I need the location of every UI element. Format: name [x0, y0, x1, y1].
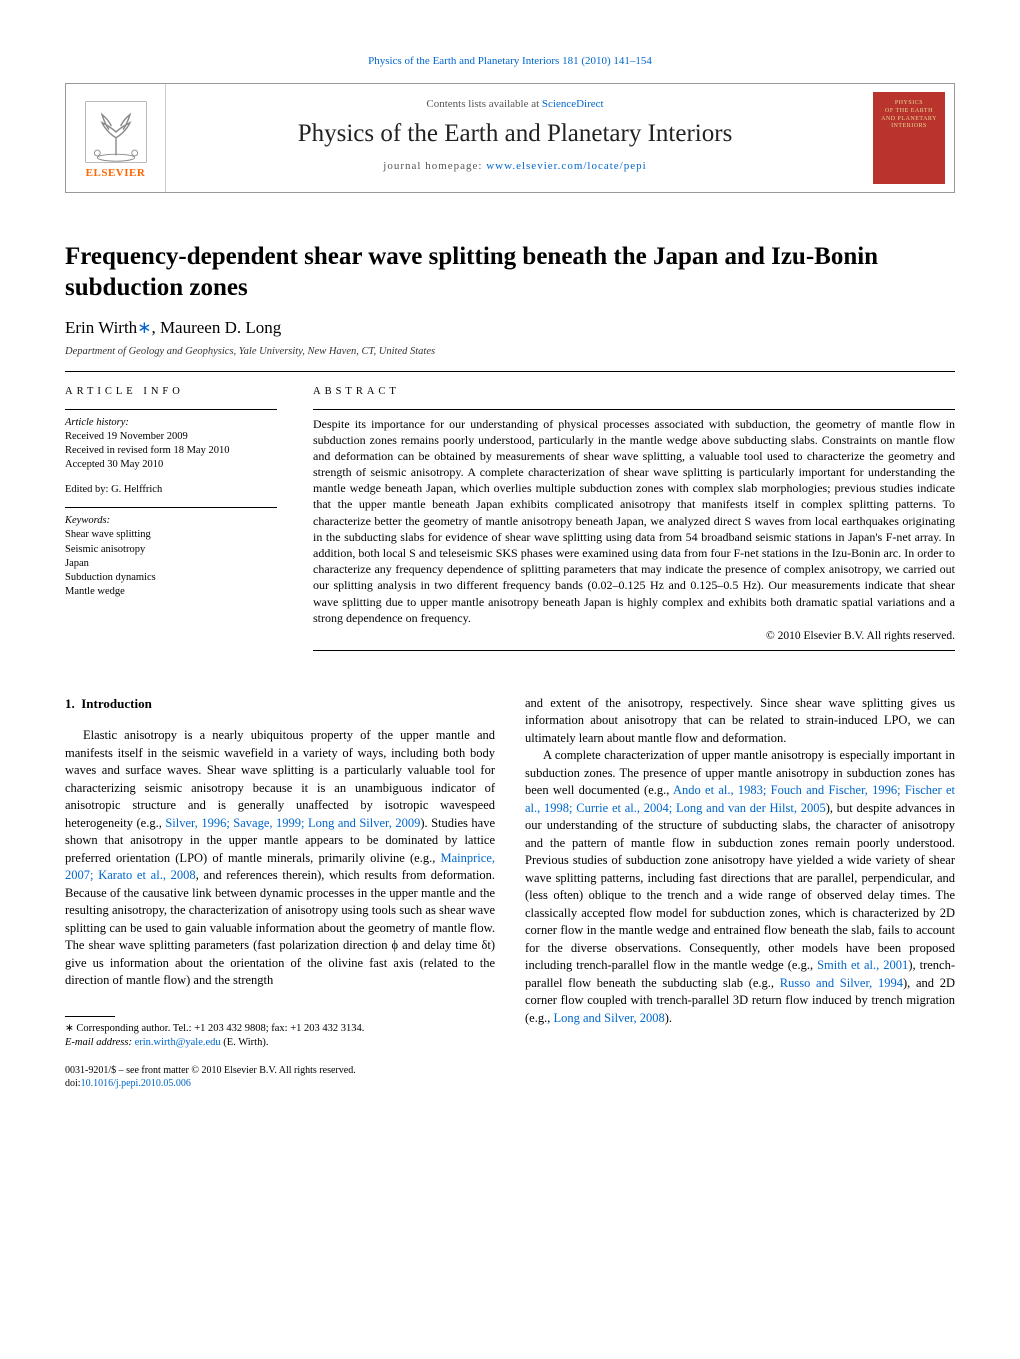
contents-text: Contents lists available at: [426, 98, 541, 110]
article-history-block: Article history: Received 19 November 20…: [65, 409, 277, 473]
keyword-0: Shear wave splitting: [65, 528, 277, 542]
doi-link[interactable]: 10.1016/j.pepi.2010.05.006: [81, 1078, 191, 1089]
intro-para-2: A complete characterization of upper man…: [525, 747, 955, 1027]
abstract-heading: abstract: [313, 386, 955, 397]
article-title: Frequency-dependent shear wave splitting…: [65, 241, 955, 304]
editor-line: Edited by: G. Helffrich: [65, 484, 277, 495]
doi-line: doi:10.1016/j.pepi.2010.05.006: [65, 1077, 495, 1091]
journal-header-center: Contents lists available at ScienceDirec…: [166, 84, 864, 192]
intro-para-1-cont: and extent of the anisotropy, respective…: [525, 695, 955, 748]
corresponding-footnote: ∗ Corresponding author. Tel.: +1 203 432…: [65, 1022, 495, 1050]
elsevier-tree-icon: [81, 97, 151, 167]
article-info-column: article info Article history: Received 1…: [65, 372, 295, 665]
author-list: Erin Wirth∗, Maureen D. Long: [65, 318, 955, 338]
email-link[interactable]: erin.wirth@yale.edu: [135, 1037, 221, 1048]
citation-link-6[interactable]: Long and Silver, 2008: [553, 1011, 664, 1025]
homepage-label: journal homepage:: [383, 160, 486, 172]
abstract-end-rule: [313, 650, 955, 651]
footnote-separator: [65, 1016, 115, 1017]
left-column: 1. Introduction Elastic anisotropy is a …: [65, 695, 495, 1091]
abstract-column: abstract Despite its importance for our …: [295, 372, 955, 665]
homepage-link[interactable]: www.elsevier.com/locate/pepi: [486, 160, 646, 172]
citation-link-1[interactable]: Silver, 1996; Savage, 1999; Long and Sil…: [165, 816, 420, 830]
abstract-text: Despite its importance for our understan…: [313, 409, 955, 626]
publisher-logo: ELSEVIER: [66, 84, 166, 192]
affiliation: Department of Geology and Geophysics, Ya…: [65, 346, 955, 357]
keyword-1: Seismic anisotropy: [65, 543, 277, 557]
sciencedirect-link[interactable]: ScienceDirect: [542, 98, 604, 110]
abstract-copyright: © 2010 Elsevier B.V. All rights reserved…: [313, 630, 955, 642]
citation-link[interactable]: Physics of the Earth and Planetary Inter…: [368, 55, 652, 67]
author-1: Erin Wirth: [65, 318, 137, 337]
keywords-block: Keywords: Shear wave splitting Seismic a…: [65, 507, 277, 599]
section-heading: 1. Introduction: [65, 695, 495, 713]
footer-meta: 0031-9201/$ – see front matter © 2010 El…: [65, 1064, 495, 1091]
accepted-date: Accepted 30 May 2010: [65, 458, 277, 472]
author-2: , Maureen D. Long: [151, 318, 281, 337]
right-column: and extent of the anisotropy, respective…: [525, 695, 955, 1091]
journal-homepage-line: journal homepage: www.elsevier.com/locat…: [180, 160, 850, 172]
corresponding-email-line: E-mail address: erin.wirth@yale.edu (E. …: [65, 1036, 495, 1050]
journal-header-box: ELSEVIER Contents lists available at Sci…: [65, 83, 955, 193]
cover-text: PHYSICSOF THE EARTHAND PLANETARYINTERIOR…: [881, 100, 937, 131]
body-two-column: 1. Introduction Elastic anisotropy is a …: [65, 695, 955, 1091]
article-info-heading: article info: [65, 386, 277, 397]
keyword-2: Japan: [65, 557, 277, 571]
corresponding-contact: ∗ Corresponding author. Tel.: +1 203 432…: [65, 1022, 495, 1036]
issn-line: 0031-9201/$ – see front matter © 2010 El…: [65, 1064, 495, 1078]
revised-date: Received in revised form 18 May 2010: [65, 444, 277, 458]
keyword-3: Subduction dynamics: [65, 571, 277, 585]
publisher-name: ELSEVIER: [86, 167, 146, 179]
intro-para-1: Elastic anisotropy is a nearly ubiquitou…: [65, 727, 495, 990]
keyword-4: Mantle wedge: [65, 585, 277, 599]
received-date: Received 19 November 2009: [65, 430, 277, 444]
contents-available-line: Contents lists available at ScienceDirec…: [180, 98, 850, 110]
keywords-label: Keywords:: [65, 514, 277, 528]
journal-cover-thumbnail: PHYSICSOF THE EARTHAND PLANETARYINTERIOR…: [864, 84, 954, 192]
corresponding-author-mark[interactable]: ∗: [137, 318, 151, 337]
history-label: Article history:: [65, 416, 277, 430]
journal-name: Physics of the Earth and Planetary Inter…: [180, 120, 850, 148]
article-meta-row: article info Article history: Received 1…: [65, 371, 955, 665]
citation-link-5[interactable]: Russo and Silver, 1994: [780, 976, 903, 990]
citation-link-4[interactable]: Smith et al., 2001: [817, 958, 908, 972]
header-citation: Physics of the Earth and Planetary Inter…: [65, 55, 955, 67]
